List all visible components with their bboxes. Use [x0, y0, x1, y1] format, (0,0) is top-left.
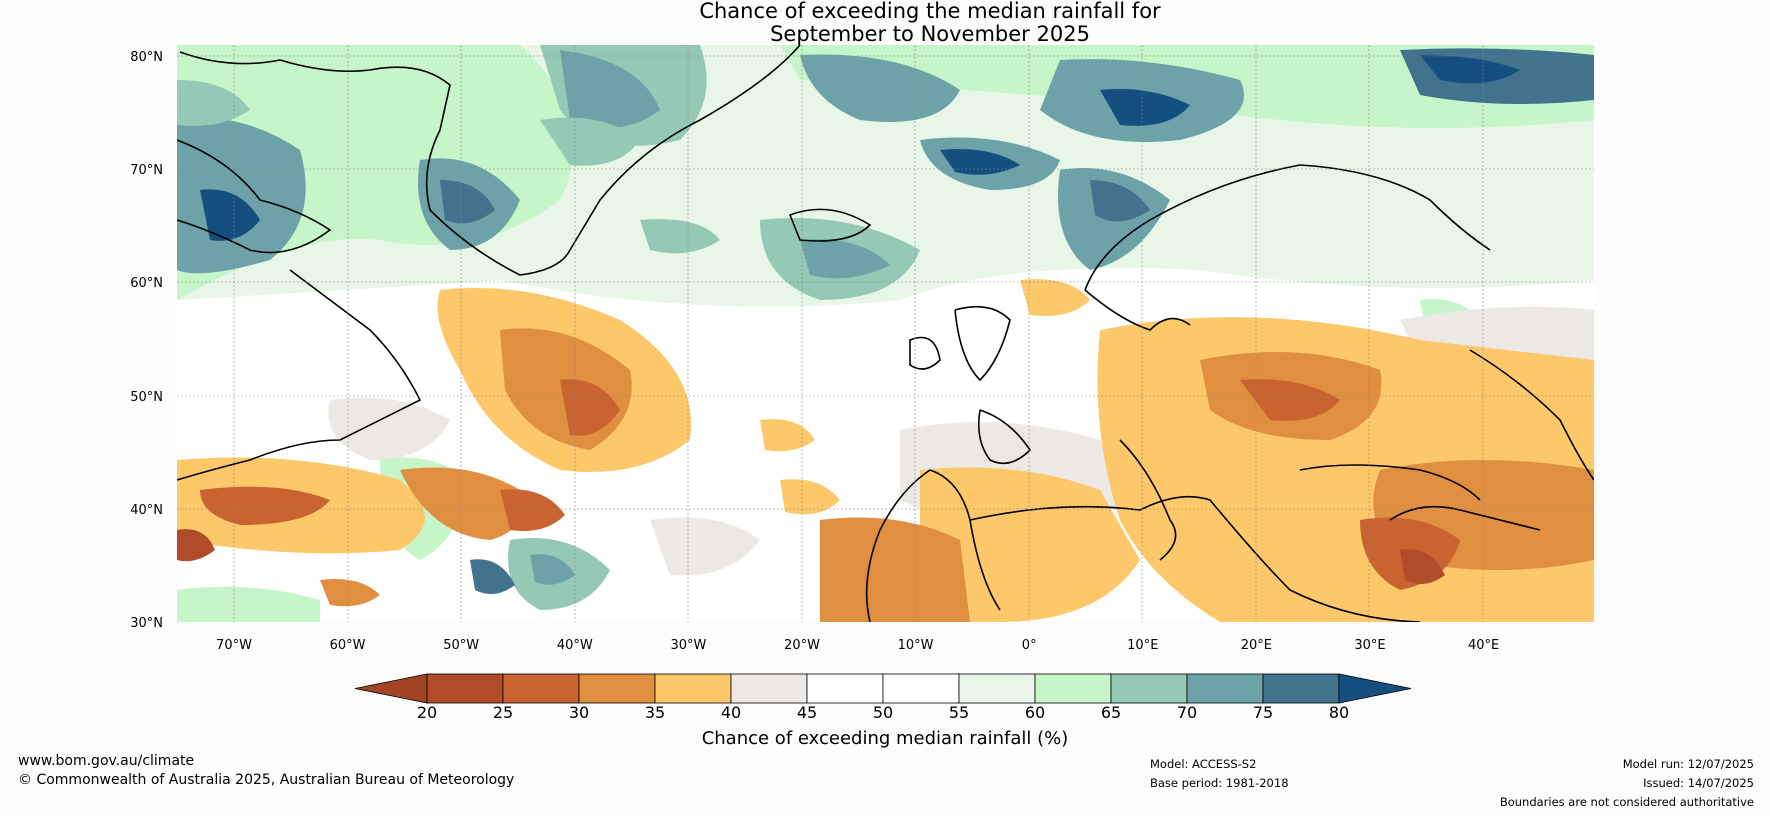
- colorbar-tick-label: 50: [873, 703, 893, 722]
- lon-label: 60°W: [330, 638, 366, 653]
- colorbar-bin: [654, 673, 732, 704]
- colorbar-bin: [1186, 673, 1264, 704]
- colorbar-lower-extension: [354, 673, 428, 704]
- colorbar-tick-label: 35: [645, 703, 665, 722]
- footer-issue-info: Model run: 12/07/2025 Issued: 14/07/2025…: [1500, 755, 1754, 812]
- model-run-text: Model run: 12/07/2025: [1622, 757, 1754, 771]
- base-period-text: Base period: 1981-2018: [1150, 776, 1289, 790]
- colorbar-tick-labels: 20 25 30 35 40 45 50 55 60 65 70 75 80: [417, 703, 1349, 722]
- lon-label: 0°: [1022, 638, 1037, 653]
- colorbar-tick-label: 55: [949, 703, 969, 722]
- colorbar-tick-label: 60: [1025, 703, 1045, 722]
- lat-label: 60°N: [130, 276, 163, 291]
- footer-credits: www.bom.gov.au/climate © Commonwealth of…: [18, 752, 514, 790]
- colorbar-tick-label: 70: [1177, 703, 1197, 722]
- colorbar-bin: [426, 673, 504, 704]
- copyright-text: © Commonwealth of Australia 2025, Austra…: [18, 772, 515, 788]
- colorbar-tick-label: 30: [569, 703, 589, 722]
- lon-label: 40°E: [1468, 638, 1499, 653]
- lat-label: 30°N: [130, 616, 163, 631]
- lon-label: 20°E: [1241, 638, 1272, 653]
- rainfall-map: [177, 45, 1594, 622]
- colorbar-bin: [578, 673, 656, 704]
- colorbar-tick-label: 65: [1101, 703, 1121, 722]
- colorbar-tick-label: 75: [1253, 703, 1273, 722]
- colorbar-tick-label: 20: [417, 703, 437, 722]
- title-line-2: September to November 2025: [770, 22, 1090, 46]
- map-title: Chance of exceeding the median rainfall …: [0, 0, 1770, 46]
- colorbar-tick-label: 80: [1329, 703, 1349, 722]
- lon-label: 50°W: [443, 638, 479, 653]
- wet-signal-areas: [177, 45, 1594, 622]
- title-line-1: Chance of exceeding the median rainfall …: [699, 0, 1161, 23]
- colorbar-tick-label: 25: [493, 703, 513, 722]
- lat-label: 70°N: [130, 163, 163, 178]
- colorbar-label: Chance of exceeding median rainfall (%): [702, 728, 1069, 749]
- colorbar-tick-label: 45: [797, 703, 817, 722]
- colorbar-bin: [958, 673, 1036, 704]
- footer-model-info: Model: ACCESS-S2 Base period: 1981-2018: [1150, 755, 1289, 793]
- lat-label: 40°N: [130, 503, 163, 518]
- colorbar-tick-label: 40: [721, 703, 741, 722]
- colorbar-bin: [806, 673, 884, 704]
- lon-label: 40°W: [557, 638, 593, 653]
- lat-label: 80°N: [130, 50, 163, 65]
- colorbar-bin: [502, 673, 580, 704]
- colorbar-bin: [1034, 673, 1112, 704]
- colorbar: [354, 673, 1412, 704]
- issued-text: Issued: 14/07/2025: [1643, 776, 1754, 790]
- model-text: Model: ACCESS-S2: [1150, 757, 1257, 771]
- dry-signal-areas: [177, 279, 1594, 622]
- lon-label: 70°W: [216, 638, 252, 653]
- colorbar-bin: [882, 673, 960, 704]
- lon-label: 30°E: [1354, 638, 1385, 653]
- colorbar-bin: [1262, 673, 1340, 704]
- longitude-labels: 70°W 60°W 50°W 40°W 30°W 20°W 10°W 0° 10°E 20°E 30…: [216, 638, 1499, 653]
- colorbar-upper-extension: [1338, 673, 1412, 704]
- coastlines: [177, 45, 1594, 622]
- lon-label: 10°E: [1127, 638, 1158, 653]
- disclaimer-text: Boundaries are not considered authoritat…: [1499, 795, 1754, 809]
- lon-label: 10°W: [898, 638, 934, 653]
- lat-label: 50°N: [130, 390, 163, 405]
- colorbar-bin: [730, 673, 808, 704]
- colorbar-bin: [1110, 673, 1188, 704]
- graticule: [177, 45, 1594, 622]
- lon-label: 20°W: [784, 638, 820, 653]
- lon-label: 30°W: [670, 638, 706, 653]
- website-link[interactable]: www.bom.gov.au/climate: [18, 753, 195, 769]
- latitude-labels: 80°N 70°N 60°N 50°N 40°N 30°N: [130, 50, 163, 631]
